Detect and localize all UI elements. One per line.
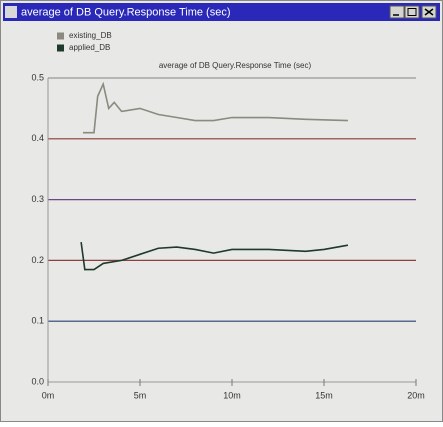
minimize-button[interactable]: [389, 5, 405, 19]
x-tick-label: 20m: [407, 390, 425, 400]
y-tick-label: 0.5: [31, 72, 44, 82]
x-tick-label: 15m: [315, 390, 333, 400]
y-tick-label: 0.3: [31, 194, 44, 204]
title-bar: [3, 3, 440, 21]
y-tick-label: 0.2: [31, 255, 44, 265]
x-tick-label: 5m: [134, 390, 147, 400]
window-title: average of DB Query.Response Time (sec): [21, 6, 231, 18]
legend-swatch: [57, 44, 64, 52]
close-icon: [424, 8, 434, 16]
window-icon: [5, 6, 17, 18]
series-line: [80, 242, 349, 271]
maximize-button[interactable]: [404, 5, 420, 19]
series-line: [82, 81, 348, 134]
chart-title: average of DB Query.Response Time (sec): [159, 61, 312, 70]
legend-label: applied_DB: [69, 43, 110, 52]
x-tick-label: 10m: [223, 390, 241, 400]
maximize-icon: [407, 8, 417, 16]
legend-label: existing_DB: [69, 31, 112, 40]
x-tick-label: 0m: [42, 390, 55, 400]
y-tick-label: 0.4: [31, 133, 44, 143]
legend-swatch: [57, 32, 64, 40]
y-tick-label: 0.0: [31, 376, 44, 386]
y-tick-label: 0.1: [31, 316, 44, 326]
